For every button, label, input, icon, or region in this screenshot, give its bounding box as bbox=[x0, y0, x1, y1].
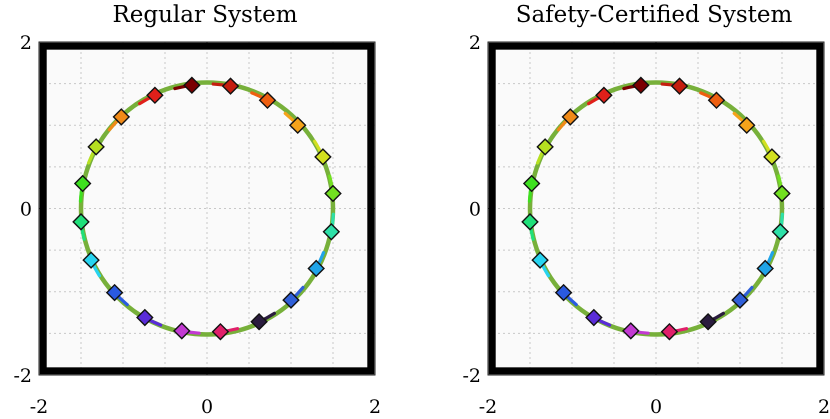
agent-marker bbox=[595, 86, 613, 105]
agent-marker bbox=[211, 322, 230, 341]
y-tick-label: -2 bbox=[462, 365, 481, 387]
agent-marker bbox=[282, 291, 300, 309]
agent-marker bbox=[536, 138, 554, 156]
agent-marker bbox=[585, 308, 603, 327]
chart-title: Regular System bbox=[112, 2, 297, 28]
agent-marker bbox=[322, 223, 341, 241]
agent-marker bbox=[173, 322, 191, 340]
agent-marker bbox=[82, 251, 100, 269]
agent-marker bbox=[522, 174, 541, 193]
y-tick-label: 2 bbox=[469, 32, 481, 54]
x-tick-label: 2 bbox=[818, 396, 830, 418]
y-tick-label: 2 bbox=[20, 32, 32, 54]
y-tick-label: 0 bbox=[469, 199, 481, 221]
agent-marker bbox=[531, 251, 549, 269]
x-tick-label: -2 bbox=[479, 396, 498, 418]
y-tick-label: -2 bbox=[13, 365, 32, 387]
agent-marker bbox=[324, 184, 342, 203]
agent-marker bbox=[73, 174, 92, 193]
agent-marker bbox=[183, 76, 201, 95]
agent-marker bbox=[521, 213, 539, 231]
agent-marker bbox=[731, 291, 749, 309]
chart-panel-regular: Regular System -2 0 2 2 0 -2 bbox=[13, 2, 381, 418]
agent-marker bbox=[632, 76, 650, 95]
trajectory-circle bbox=[78, 80, 336, 337]
agent-marker bbox=[622, 322, 640, 340]
agent-marker bbox=[146, 86, 164, 105]
agent-marker bbox=[737, 116, 756, 135]
agent-marker bbox=[307, 259, 325, 278]
agent-marker bbox=[314, 148, 332, 166]
agent-marker bbox=[112, 108, 131, 126]
agent-marker bbox=[561, 108, 580, 126]
y-tick-label: 0 bbox=[20, 199, 32, 221]
agent-marker bbox=[707, 91, 726, 110]
agent-marker bbox=[72, 213, 90, 231]
agent-marker bbox=[771, 223, 790, 241]
agent-marker bbox=[105, 283, 124, 302]
agent-marker bbox=[763, 148, 781, 166]
x-tick-label: 2 bbox=[369, 396, 381, 418]
x-tick-label: 0 bbox=[650, 396, 662, 418]
boundary-wall bbox=[39, 42, 375, 375]
agent-marker bbox=[250, 312, 268, 331]
agent-marker bbox=[670, 77, 689, 95]
agent-marker bbox=[221, 77, 240, 95]
agent-marker bbox=[699, 312, 717, 331]
agent-marker bbox=[554, 283, 573, 302]
agent-marker bbox=[136, 308, 154, 327]
agent-marker bbox=[288, 116, 307, 135]
chart-panel-safety-certified: Safety-Certified System -2 0 2 2 0 -2 bbox=[462, 2, 830, 418]
agent-marker bbox=[756, 259, 774, 278]
agent-marker bbox=[660, 322, 679, 341]
trajectory-circle bbox=[527, 80, 785, 337]
agent-marker bbox=[87, 138, 105, 156]
agent-marker bbox=[773, 184, 791, 203]
boundary-wall bbox=[488, 42, 824, 375]
x-tick-label: -2 bbox=[30, 396, 49, 418]
x-tick-label: 0 bbox=[201, 396, 213, 418]
chart-title: Safety-Certified System bbox=[516, 2, 793, 28]
agent-marker bbox=[258, 91, 277, 110]
